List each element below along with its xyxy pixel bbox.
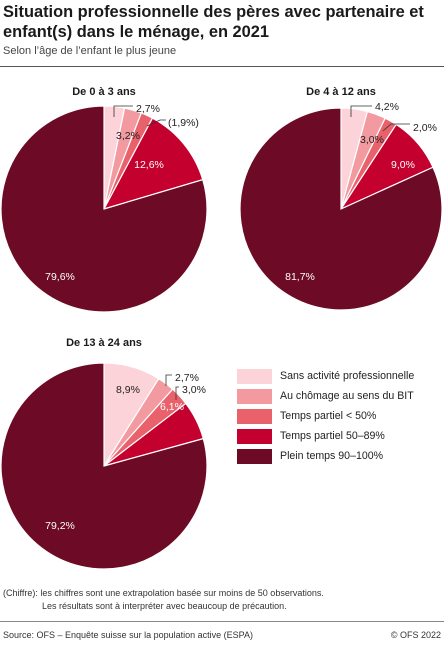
chart-subtitle: Selon l’âge de l’enfant le plus jeune: [3, 45, 177, 57]
pie-0-slice-3: [102, 117, 204, 210]
pie-2-label-2: 3,0%: [182, 384, 206, 396]
legend-item-3: Temps partiel 50–89%: [237, 426, 414, 446]
pie-title-0: De 0 à 3 ans: [72, 86, 136, 98]
pie-0-slice-4: [0, 105, 208, 313]
legend-swatch-0: [237, 368, 272, 384]
pie-1-label-0: 4,2%: [375, 101, 399, 113]
legend-item-1: Au chômage au sens du BIT: [237, 386, 414, 406]
pie-0-label-3: 12,6%: [134, 159, 164, 171]
pie-2-label-4: 79,2%: [45, 520, 75, 532]
pie-1-slice-4: [239, 107, 443, 311]
legend-swatch-4: [237, 448, 272, 464]
pie-1-label-4: 81,7%: [285, 271, 315, 283]
pie-2-leader-1: [165, 374, 172, 386]
legend-label-1: Au chômage au sens du BIT: [280, 390, 414, 402]
pie-1-label-2: 2,0%: [413, 122, 437, 134]
top-divider: [0, 66, 444, 67]
chart-title: Situation professionnelle des pères avec…: [3, 3, 424, 41]
legend-label-2: Temps partiel < 50%: [280, 410, 377, 422]
pie-0-label-4: 79,6%: [45, 271, 75, 283]
pie-1-leader-0: [350, 105, 372, 117]
pie-1-label-1: 3,0%: [360, 134, 384, 146]
pie-2-leader-2: [175, 386, 179, 400]
bottom-divider: [0, 621, 444, 622]
legend-swatch-3: [237, 428, 272, 444]
source-note: Source: OFS – Enquête suisse sur la popu…: [3, 630, 253, 640]
pie-0-label-1: 2,7%: [136, 103, 160, 115]
pie-2-label-3: 6,1%: [160, 401, 184, 413]
legend-item-0: Sans activité professionnelle: [237, 366, 414, 386]
pie-2-slice-4: [0, 362, 208, 570]
pie-title-1: De 4 à 12 ans: [306, 86, 376, 98]
legend-label-4: Plein temps 90–100%: [280, 450, 384, 462]
footnote-line-2: Les résultats sont à interpréter avec be…: [42, 601, 287, 611]
pie-1-leader-2: [382, 123, 410, 132]
legend: Sans activité professionnelle Au chômage…: [237, 366, 414, 466]
legend-item-4: Plein temps 90–100%: [237, 446, 414, 466]
pie-0-label-2: (1,9%): [168, 117, 199, 129]
pie-2-label-0: 8,9%: [116, 384, 140, 396]
pie-1-label-3: 9,0%: [391, 159, 415, 171]
legend-label-3: Temps partiel 50–89%: [280, 430, 385, 442]
pie-2-label-1: 2,7%: [175, 372, 199, 384]
copyright: © OFS 2022: [390, 630, 441, 640]
pie-0-leader-1: [113, 105, 133, 117]
footnote-line-1: (Chiffre): les chiffres sont une extrapo…: [3, 588, 324, 598]
pie-0-label-0: 3,2%: [116, 130, 140, 142]
footnote: (Chiffre): les chiffres sont une extrapo…: [3, 587, 441, 613]
pie-0-leader-2: [146, 119, 166, 127]
legend-item-2: Temps partiel < 50%: [237, 406, 414, 426]
legend-swatch-1: [237, 388, 272, 404]
pie-title-2: De 13 à 24 ans: [66, 337, 142, 349]
legend-swatch-2: [237, 408, 272, 424]
legend-label-0: Sans activité professionnelle: [280, 370, 415, 382]
